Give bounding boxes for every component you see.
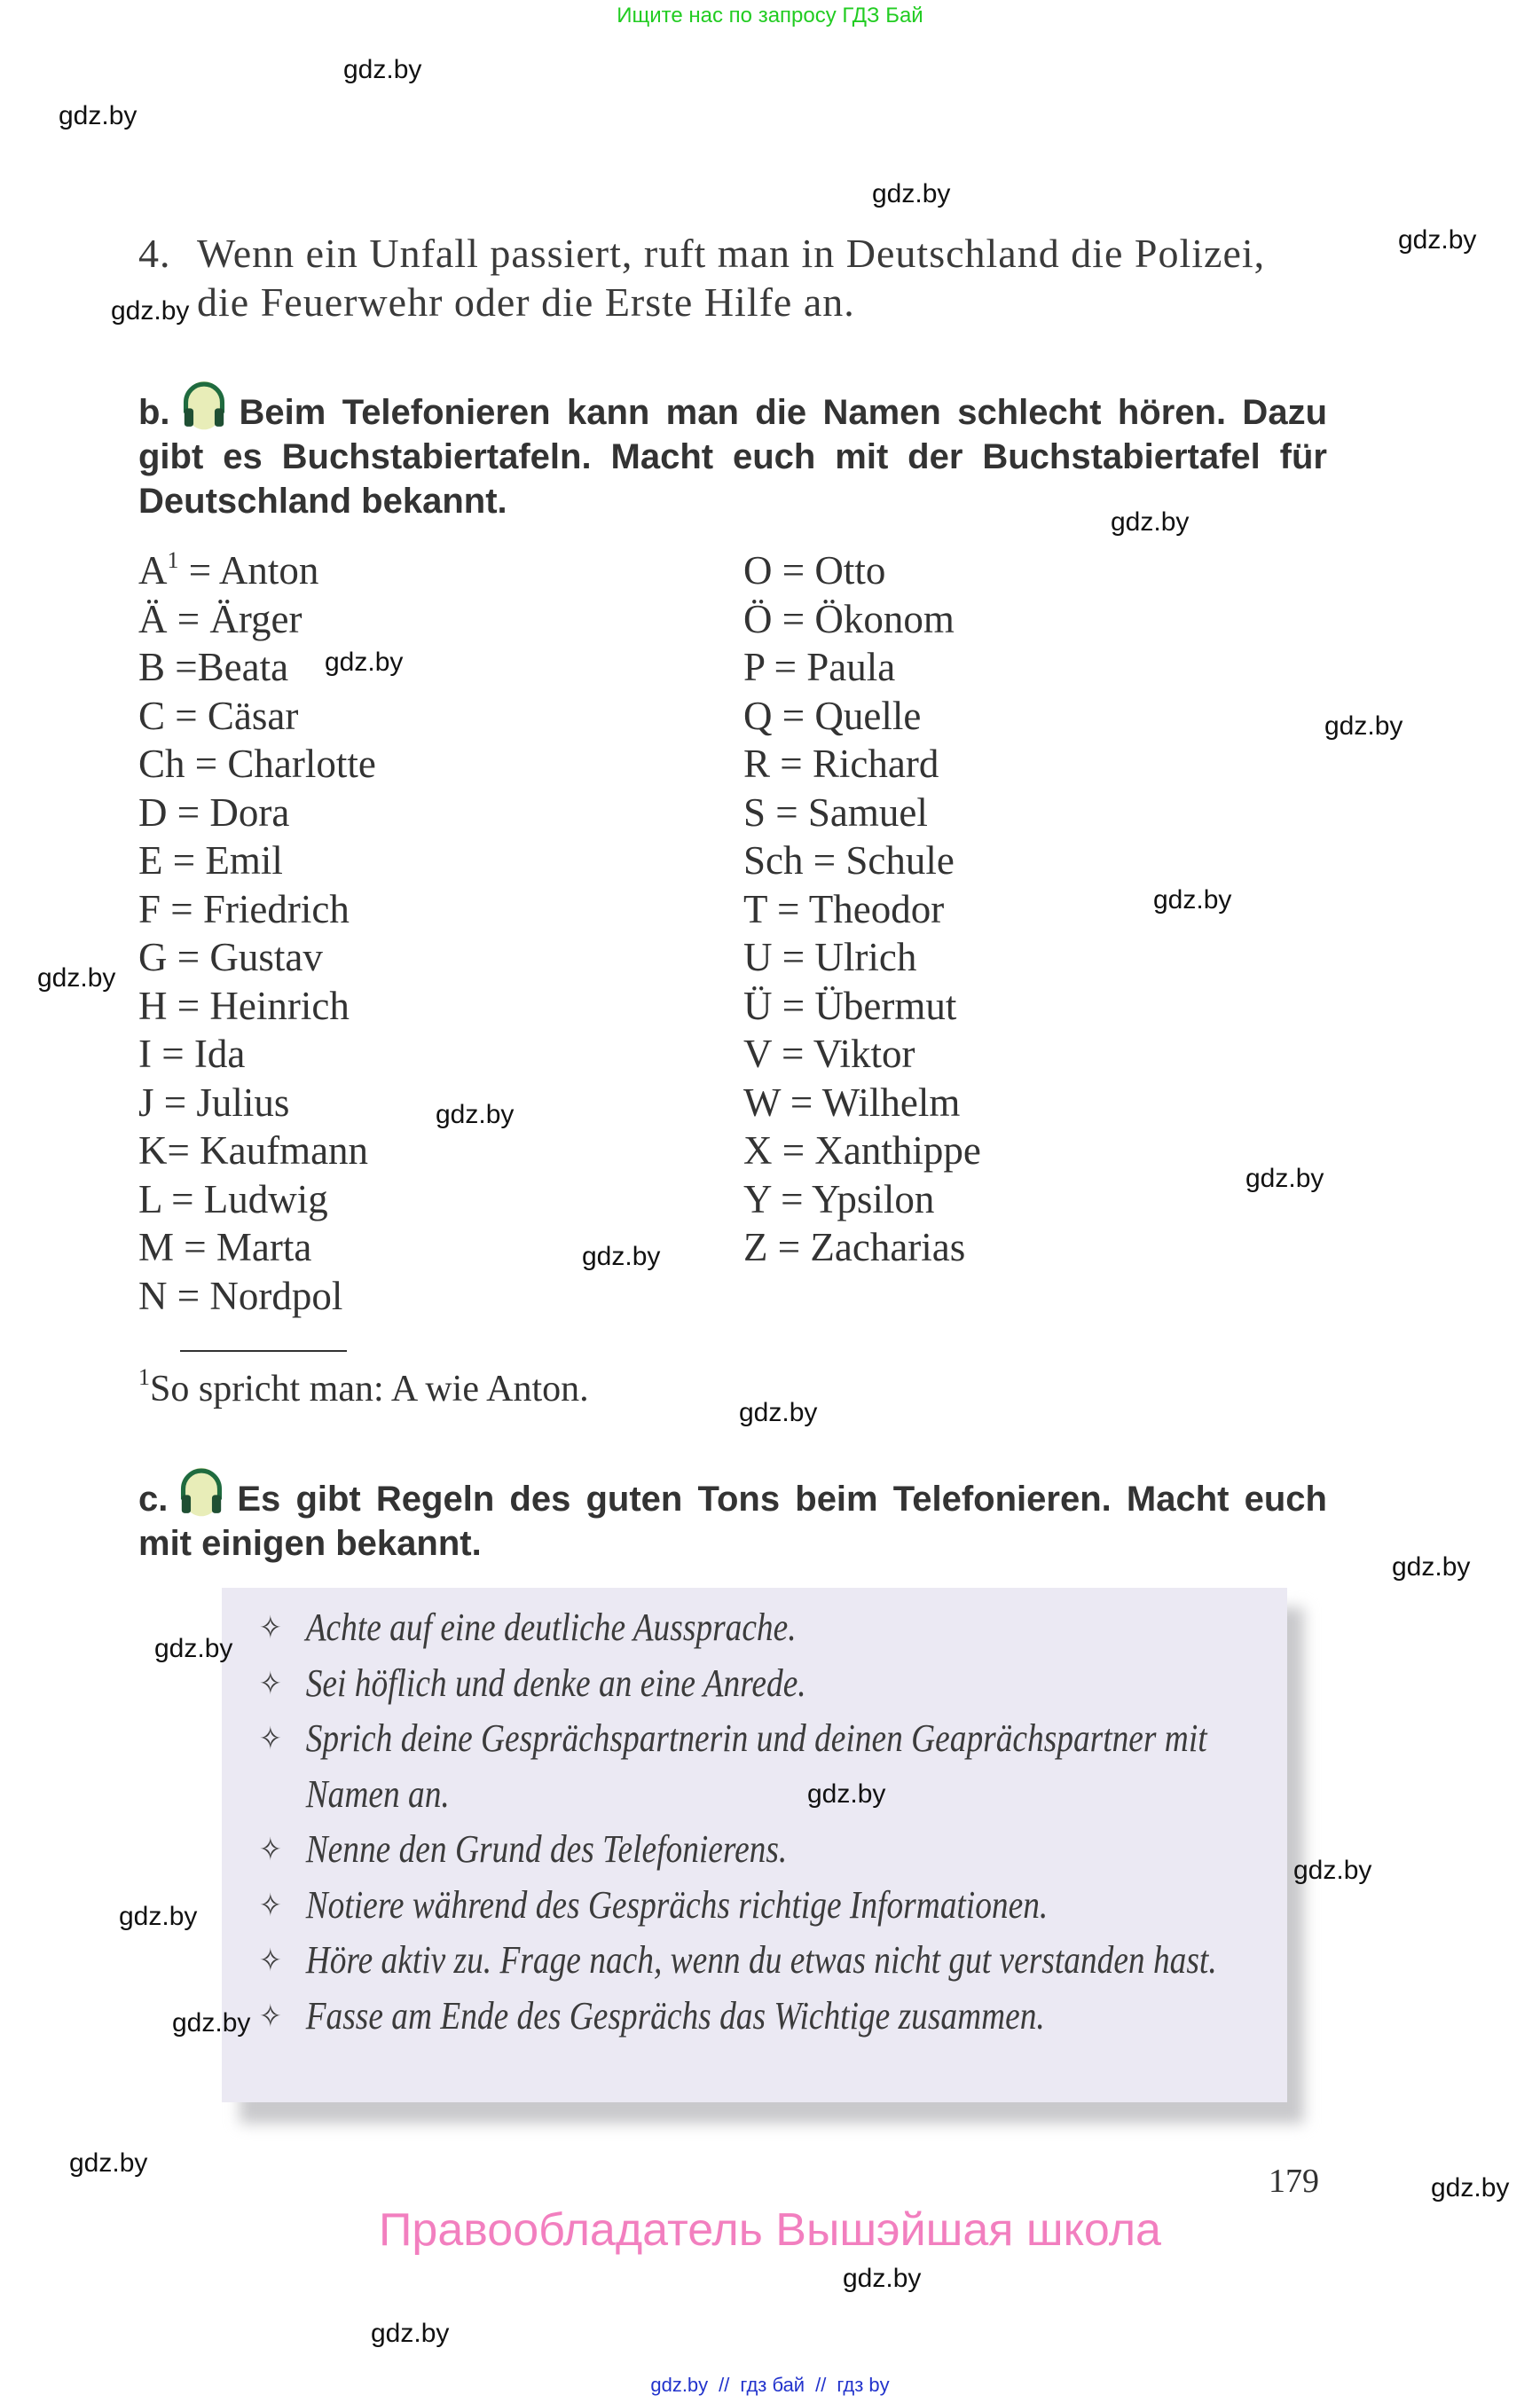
link-gdz-bai[interactable]: гдз бай	[740, 2374, 805, 2396]
spelling-row: V = Viktor	[743, 1032, 915, 1076]
watermark: gdz.by	[1392, 1552, 1471, 1582]
spelling-row: G = Gustav	[138, 935, 323, 979]
spelling-row: D = Dora	[138, 789, 290, 835]
star-bullet-icon: ✧	[259, 1610, 282, 1645]
spelling-row: T = Theodor	[743, 886, 945, 931]
page-number: 179	[1269, 2163, 1319, 2200]
spelling-row: A1 = Anton	[138, 547, 319, 593]
spelling-row: Ü = Übermut	[743, 983, 957, 1028]
headphones-icon[interactable]	[177, 1466, 226, 1518]
star-bullet-icon: ✧	[259, 1721, 282, 1756]
spelling-row: S = Samuel	[743, 789, 928, 835]
spelling-row: C = Cäsar	[138, 693, 299, 738]
rule-item: ✧ Nenne den Grund des Telefonierens.	[259, 1822, 1239, 1878]
link-gdz-by[interactable]: gdz.by	[650, 2374, 709, 2396]
spelling-row: K= Kaufmann	[138, 1128, 369, 1173]
spelling-row: E = Emil	[138, 838, 283, 883]
task-c: c. Es gibt Regeln des guten Tons beim Te…	[138, 1466, 1327, 1566]
watermark: gdz.by	[325, 648, 404, 677]
watermark: gdz.by	[436, 1100, 515, 1129]
item-4: 4. Wenn ein Unfall passiert, ruft man in …	[138, 229, 1327, 326]
bottom-links: gdz.by // гдз бай // гдз by	[0, 2374, 1540, 2397]
watermark: gdz.by	[1324, 711, 1403, 741]
spelling-row: Y = Ypsilon	[743, 1176, 935, 1221]
watermark: gdz.by	[1398, 225, 1477, 255]
rules-box: ✧ Achte auf eine deutliche Aussprache. ✧ S…	[222, 1588, 1287, 2102]
spelling-row: Q = Quelle	[743, 693, 922, 738]
copyright-owner: Правообладатель Вышэйшая школа	[379, 2204, 1161, 2256]
watermark: gdz.by	[1431, 2173, 1510, 2203]
task-text: Es gibt Regeln des guten Tons beim Telef…	[138, 1480, 1327, 1563]
task-b: b. Beim Telefonieren kann man die Namen …	[138, 380, 1327, 523]
spelling-row: R = Richard	[743, 742, 939, 786]
footnote: 1So spricht man: A wie Anton.	[138, 1364, 589, 1410]
spelling-row: M = Marta	[138, 1225, 312, 1269]
spelling-row: F = Friedrich	[138, 886, 350, 931]
item-number: 4.	[138, 231, 171, 276]
footnote-divider	[180, 1350, 347, 1352]
item-text: Wenn ein Unfall passiert, ruft man in De…	[197, 231, 1266, 325]
rule-item: ✧ Notiere während des Gesprächs richtige …	[259, 1878, 1239, 1934]
watermark: gdz.by	[343, 55, 422, 84]
spelling-row: Sch = Schule	[743, 838, 955, 883]
watermark: gdz.by	[111, 296, 190, 326]
spelling-column-1: A1 = Anton Ä = Ärger B =Beata C = Cäsar …	[138, 546, 376, 1320]
watermark: gdz.by	[172, 2008, 251, 2038]
headphones-icon[interactable]	[179, 380, 229, 431]
spelling-row: Ä = Ärger	[138, 596, 302, 641]
watermark: gdz.by	[843, 2264, 922, 2293]
spelling-row: H = Heinrich	[138, 983, 350, 1028]
task-label: b.	[138, 393, 170, 432]
star-bullet-icon: ✧	[259, 1665, 282, 1701]
spelling-row: P = Paula	[743, 645, 896, 689]
watermark: gdz.by	[154, 1634, 233, 1663]
watermark: gdz.by	[1293, 1856, 1372, 1885]
watermark: gdz.by	[1153, 885, 1232, 915]
star-bullet-icon: ✧	[259, 1832, 282, 1867]
watermark: gdz.by	[119, 1902, 198, 1931]
spelling-row: O = Otto	[743, 548, 886, 593]
star-bullet-icon: ✧	[259, 1943, 282, 1978]
spelling-row: N = Nordpol	[138, 1273, 343, 1318]
separator: //	[815, 2374, 827, 2396]
rule-item: ✧ Fasse am Ende des Gesprächs das Wichtig…	[259, 1989, 1239, 2045]
spelling-row: X = Xanthippe	[743, 1128, 981, 1173]
task-text: Beim Telefonieren kann man die Namen sch…	[138, 393, 1327, 521]
link-gdz-by-cyr[interactable]: гдз by	[837, 2374, 890, 2396]
search-banner[interactable]: Ищите нас по запросу ГДЗ Бай	[617, 4, 923, 27]
watermark: gdz.by	[807, 1779, 886, 1809]
watermark: gdz.by	[59, 101, 138, 130]
watermark: gdz.by	[371, 2319, 450, 2348]
watermark: gdz.by	[37, 963, 116, 993]
spelling-row: Ch = Charlotte	[138, 742, 376, 786]
watermark: gdz.by	[1111, 507, 1190, 537]
watermark: gdz.by	[582, 1242, 661, 1271]
task-label: c.	[138, 1480, 169, 1519]
spelling-row: I = Ida	[138, 1032, 246, 1076]
star-bullet-icon: ✧	[259, 1887, 282, 1923]
watermark: gdz.by	[739, 1398, 818, 1427]
spelling-row: Z = Zacharias	[743, 1225, 966, 1269]
separator: //	[719, 2374, 730, 2396]
watermark: gdz.by	[872, 179, 951, 208]
spelling-row: Ö = Ökonom	[743, 596, 955, 641]
spelling-row: L = Ludwig	[138, 1176, 328, 1221]
rule-item: ✧ Achte auf eine deutliche Aussprache.	[259, 1600, 1239, 1656]
spelling-column-2: O = Otto Ö = Ökonom P = Paula Q = Quelle…	[743, 546, 981, 1272]
rule-item: ✧ Höre aktiv zu. Frage nach, wenn du etwa…	[259, 1933, 1239, 1989]
rule-item: ✧ Sei höflich und denke an eine Anrede.	[259, 1656, 1239, 1712]
watermark: gdz.by	[1245, 1164, 1324, 1193]
spelling-row: W = Wilhelm	[743, 1080, 961, 1125]
spelling-row: J = Julius	[138, 1080, 290, 1125]
star-bullet-icon: ✧	[259, 1998, 282, 2034]
spelling-row: B =Beata	[138, 645, 289, 689]
watermark: gdz.by	[69, 2148, 148, 2178]
spelling-row: U = Ulrich	[743, 935, 917, 979]
rule-item: ✧ Sprich deine Gesprächspartnerin und dei…	[259, 1711, 1239, 1822]
